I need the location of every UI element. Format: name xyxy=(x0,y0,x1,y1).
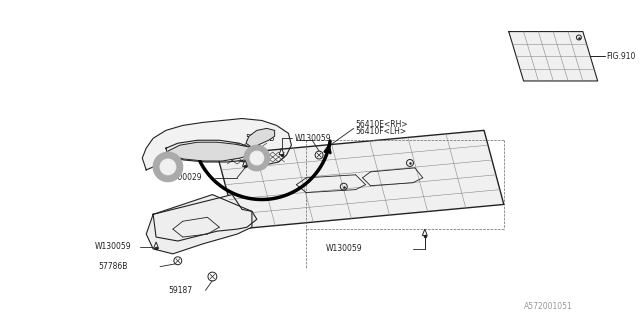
Text: W130059: W130059 xyxy=(95,243,131,252)
Text: FIG.910: FIG.910 xyxy=(607,52,636,61)
Text: A572001051: A572001051 xyxy=(524,302,572,311)
Polygon shape xyxy=(168,142,253,161)
Polygon shape xyxy=(142,118,291,170)
Polygon shape xyxy=(166,140,257,162)
Circle shape xyxy=(153,152,183,182)
Circle shape xyxy=(250,151,264,165)
Text: 56410F<LH>: 56410F<LH> xyxy=(356,127,407,136)
Text: W300029: W300029 xyxy=(166,173,203,182)
Text: 57786B: 57786B xyxy=(245,134,275,143)
Polygon shape xyxy=(146,195,252,254)
Polygon shape xyxy=(279,148,284,155)
Polygon shape xyxy=(153,195,257,241)
Polygon shape xyxy=(246,128,275,148)
Polygon shape xyxy=(243,160,248,166)
Circle shape xyxy=(244,145,269,171)
Polygon shape xyxy=(509,32,598,81)
Polygon shape xyxy=(154,242,159,248)
Text: 56410E<RH>: 56410E<RH> xyxy=(356,120,408,129)
Polygon shape xyxy=(218,130,504,229)
Circle shape xyxy=(160,159,176,175)
Text: 57786B: 57786B xyxy=(99,262,128,271)
Text: W130059: W130059 xyxy=(294,134,331,143)
Polygon shape xyxy=(422,229,428,236)
Text: W130059: W130059 xyxy=(326,244,363,253)
Text: 59187: 59187 xyxy=(168,286,192,295)
